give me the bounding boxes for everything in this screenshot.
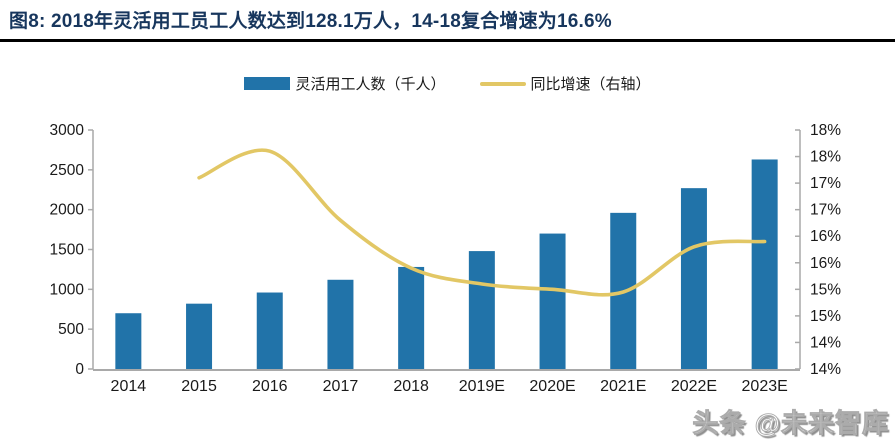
left-axis-label: 1000	[50, 281, 85, 298]
x-axis-label: 2022E	[671, 378, 717, 395]
watermark: 头条 @未来智库	[692, 408, 889, 439]
x-axis-label: 2014	[111, 378, 147, 395]
bar-series-swatch	[244, 77, 291, 90]
right-axis-label: 18%	[810, 122, 841, 139]
growth-line	[197, 148, 767, 297]
bar-2015	[186, 303, 213, 369]
x-axis-label: 2017	[323, 378, 359, 395]
title-divider	[0, 39, 895, 42]
right-axis-label: 18%	[810, 149, 841, 166]
x-axis-label: 2021E	[600, 378, 646, 395]
x-axis-label: 2016	[252, 378, 288, 395]
right-axis-label: 14%	[810, 334, 841, 351]
x-axis-label: 2015	[181, 378, 217, 395]
legend: 灵活用工人数（千人） 同比增速（右轴）	[0, 73, 895, 94]
x-axis-label: 2019E	[459, 378, 505, 395]
bar-2018	[398, 266, 425, 369]
legend-item-bar-series: 灵活用工人数（千人）	[244, 73, 446, 94]
line-series-label: 同比增速（右轴）	[530, 76, 651, 93]
bar-2020E	[539, 233, 566, 369]
x-axis-label: 2020E	[529, 378, 575, 395]
left-axis-label: 1500	[50, 242, 85, 259]
right-axis-label: 17%	[810, 202, 841, 219]
line-series-swatch	[479, 81, 526, 86]
right-axis-label: 14%	[810, 361, 841, 378]
bar-2022E	[680, 188, 707, 369]
right-axis-label: 16%	[810, 255, 841, 272]
bar-2017	[327, 279, 354, 369]
bar-2023E	[751, 159, 778, 369]
bar-2014	[115, 313, 142, 369]
left-axis-label: 500	[58, 321, 84, 338]
legend-item-line-series: 同比增速（右轴）	[479, 73, 651, 94]
x-axis-label: 2023E	[742, 378, 788, 395]
right-axis-label: 15%	[810, 308, 841, 325]
left-axis-label: 0	[75, 361, 84, 378]
left-axis-label: 3000	[50, 122, 85, 139]
x-axis-label: 2018	[393, 378, 429, 395]
bar-2019E	[468, 251, 495, 369]
left-axis-label: 2000	[50, 202, 85, 219]
bar-2016	[256, 292, 283, 369]
bar-series-label: 灵活用工人数（千人）	[295, 76, 446, 93]
left-axis-label: 2500	[50, 162, 85, 179]
right-axis-label: 17%	[810, 175, 841, 192]
figure-title: 图8: 2018年灵活用工员工人数达到128.1万人，14-18复合增速为16.…	[9, 11, 612, 32]
right-axis-label: 15%	[810, 281, 841, 298]
right-axis-label: 16%	[810, 228, 841, 245]
